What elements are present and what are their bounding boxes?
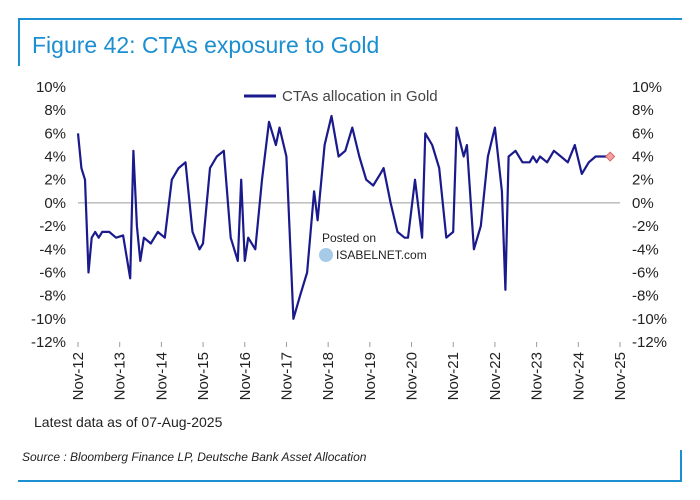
y-tick-label-left: -10% bbox=[31, 311, 66, 328]
figure-title: Figure 42: CTAs exposure to Gold bbox=[32, 32, 380, 58]
watermark-line-1: Posted on bbox=[322, 231, 376, 245]
y-tick-label-right: -4% bbox=[632, 241, 659, 258]
y-axis-left: 10% 8% 6% 4% 2% 0% -2% -4% -6% -8% -10% -12% bbox=[31, 79, 66, 351]
y-tick-label-right: 6% bbox=[632, 125, 654, 142]
x-axis: Nov-12 Nov-13 Nov-14 Nov-15 Nov-16 Nov-17 Nov-… bbox=[70, 342, 629, 400]
source-note: Source : Bloomberg Finance LP, Deutsche … bbox=[22, 450, 367, 464]
x-tick-label: Nov-16 bbox=[237, 352, 254, 400]
x-tick-label: Nov-13 bbox=[112, 352, 129, 400]
latest-data-note: Latest data as of 07-Aug-2025 bbox=[34, 414, 223, 430]
y-tick-label-right: 4% bbox=[632, 149, 654, 166]
y-tick-label-left: 6% bbox=[44, 125, 66, 142]
x-tick-label: Nov-12 bbox=[70, 352, 87, 400]
x-tick-label: Nov-23 bbox=[529, 352, 546, 400]
y-tick-label-right: 2% bbox=[632, 172, 654, 189]
y-tick-label-left: -2% bbox=[39, 218, 66, 235]
frame-right-rule bbox=[680, 450, 682, 482]
x-tick-label: Nov-18 bbox=[320, 352, 337, 400]
frame-bottom-rule bbox=[18, 480, 682, 482]
series-line-gold-allocation bbox=[76, 114, 611, 320]
y-tick-label-right: 10% bbox=[632, 79, 662, 96]
x-tick-label: Nov-19 bbox=[362, 352, 379, 400]
legend: CTAs allocation in Gold bbox=[244, 88, 438, 105]
y-tick-label-left: 0% bbox=[44, 195, 66, 212]
y-axis-right: 10% 8% 6% 4% 2% 0% -2% -4% -6% -8% -10% -12% bbox=[632, 79, 667, 351]
x-tick-label: Nov-20 bbox=[404, 352, 421, 400]
x-tick-label: Nov-22 bbox=[487, 352, 504, 400]
series-group bbox=[76, 114, 616, 320]
watermark-globe-icon bbox=[319, 248, 333, 262]
y-tick-label-right: 8% bbox=[632, 102, 654, 119]
x-tick-label: Nov-25 bbox=[612, 352, 629, 400]
y-tick-label-right: -10% bbox=[632, 311, 667, 328]
x-tick-label: Nov-24 bbox=[570, 352, 587, 400]
y-tick-label-left: 8% bbox=[44, 102, 66, 119]
y-tick-label-right: -8% bbox=[632, 288, 659, 305]
watermark: Posted on ISABELNET.com bbox=[319, 231, 427, 262]
frame-top-rule bbox=[18, 18, 682, 20]
y-tick-label-right: -12% bbox=[632, 334, 667, 351]
x-tick-label: Nov-15 bbox=[195, 352, 212, 400]
y-tick-label-left: 10% bbox=[36, 79, 66, 96]
y-tick-label-left: 2% bbox=[44, 172, 66, 189]
latest-point-marker bbox=[605, 151, 616, 162]
x-tick-label: Nov-21 bbox=[445, 352, 462, 400]
frame-left-rule bbox=[18, 18, 20, 66]
y-tick-label-left: -12% bbox=[31, 334, 66, 351]
x-tick-label: Nov-17 bbox=[278, 352, 295, 400]
y-tick-label-right: -6% bbox=[632, 264, 659, 281]
y-tick-label-left: -8% bbox=[39, 288, 66, 305]
y-tick-label-right: 0% bbox=[632, 195, 654, 212]
y-tick-label-right: -2% bbox=[632, 218, 659, 235]
x-tick-label: Nov-14 bbox=[153, 352, 170, 400]
y-tick-label-left: -6% bbox=[39, 264, 66, 281]
y-tick-label-left: -4% bbox=[39, 241, 66, 258]
legend-label: CTAs allocation in Gold bbox=[282, 88, 438, 105]
y-tick-label-left: 4% bbox=[44, 149, 66, 166]
watermark-line-2: ISABELNET.com bbox=[336, 248, 427, 262]
